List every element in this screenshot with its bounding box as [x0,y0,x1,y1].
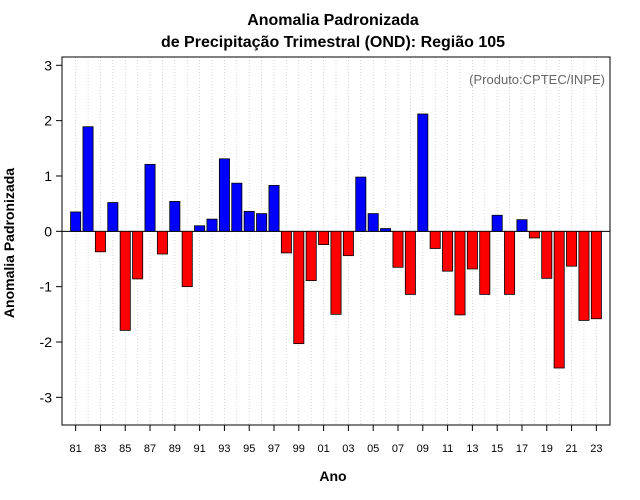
x-tick-label: 19 [541,443,553,455]
bar-1996 [256,213,268,232]
y-tick-label: -1 [40,279,53,295]
x-tick-label: 17 [516,443,528,455]
y-tick-label: -2 [40,334,53,350]
bar-1981 [70,211,82,232]
bar-1988 [156,230,168,255]
bar-2021 [566,230,578,267]
x-tick-label: 99 [293,443,305,455]
y-axis: -3 -2 -1 0 1 2 3 [40,57,62,405]
bar-2018 [528,230,540,239]
x-tick-label: 03 [342,443,354,455]
x-axis: 81 83 85 87 89 91 93 95 97 99 01 03 05 07 09 11 13 15 17 19… [70,425,602,455]
y-tick-label: -3 [40,389,53,405]
bar-2006 [380,228,392,232]
bar-2016 [504,230,516,295]
x-tick-label: 89 [169,443,181,455]
bar-1991 [194,225,206,232]
bar-1997 [268,184,280,232]
bar-2015 [491,214,503,232]
x-axis-label: Ano [319,468,346,484]
bar-2001 [318,230,330,245]
bar-2023 [590,230,602,320]
bar-2014 [479,230,491,295]
x-tick-label: 09 [417,443,429,455]
bar-1998 [280,230,292,254]
plot-frame [61,56,611,426]
bar-1994 [231,182,243,232]
bar-1993 [218,158,230,232]
y-tick-label: 2 [44,113,52,129]
bar-1986 [132,230,144,280]
x-tick-label: 91 [193,443,205,455]
bar-2019 [541,230,553,279]
chart-title-line2: de Precipitação Trimestral (OND): Região… [161,34,505,51]
y-tick-label: 1 [44,168,52,184]
x-tick-label: 93 [218,443,230,455]
x-tick-label: 95 [243,443,255,455]
bar-1982 [82,126,94,232]
bar-1985 [119,230,131,331]
bar-2020 [553,230,565,369]
y-tick-label: 0 [44,223,52,239]
bar-2017 [516,219,528,232]
bar-1990 [181,230,193,288]
x-tick-label: 85 [119,443,131,455]
bar-2022 [578,230,590,321]
bar-2011 [442,230,454,272]
source-annotation: (Produto:CPTEC/INPE) [469,72,605,87]
bar-1989 [169,201,181,232]
x-tick-label: 07 [392,443,404,455]
y-tick-label: 3 [44,57,52,73]
bar-2008 [404,230,416,295]
bar-2002 [330,230,342,315]
x-tick-label: 13 [466,443,478,455]
x-tick-label: 11 [442,443,453,455]
bar-2012 [454,230,466,316]
x-tick-label: 15 [491,443,503,455]
bar-2003 [342,230,354,257]
x-tick-label: 01 [317,443,329,455]
x-tick-label: 05 [367,443,379,455]
bar-2007 [392,230,404,268]
x-tick-label: 97 [268,443,280,455]
bar-2009 [417,113,429,232]
bar-2013 [466,230,478,270]
bar-2004 [355,176,367,232]
x-tick-label: 81 [70,443,82,455]
x-tick-label: 23 [590,443,602,455]
x-tick-label: 83 [94,443,106,455]
chart-title-line1: Anomalia Padronizada [247,12,419,29]
bar-1992 [206,218,218,232]
bar-1987 [144,163,156,232]
bar-2005 [367,213,379,232]
bar-1984 [107,202,119,232]
bar-1999 [293,230,305,345]
bars [70,113,602,369]
x-tick-label: 87 [144,443,156,455]
bar-1995 [243,210,255,232]
x-tick-label: 21 [565,443,577,455]
bar-2000 [305,230,317,281]
bar-2010 [429,230,441,249]
bar-1983 [94,230,106,253]
y-axis-label: Anomalia Padronizada [1,168,17,318]
